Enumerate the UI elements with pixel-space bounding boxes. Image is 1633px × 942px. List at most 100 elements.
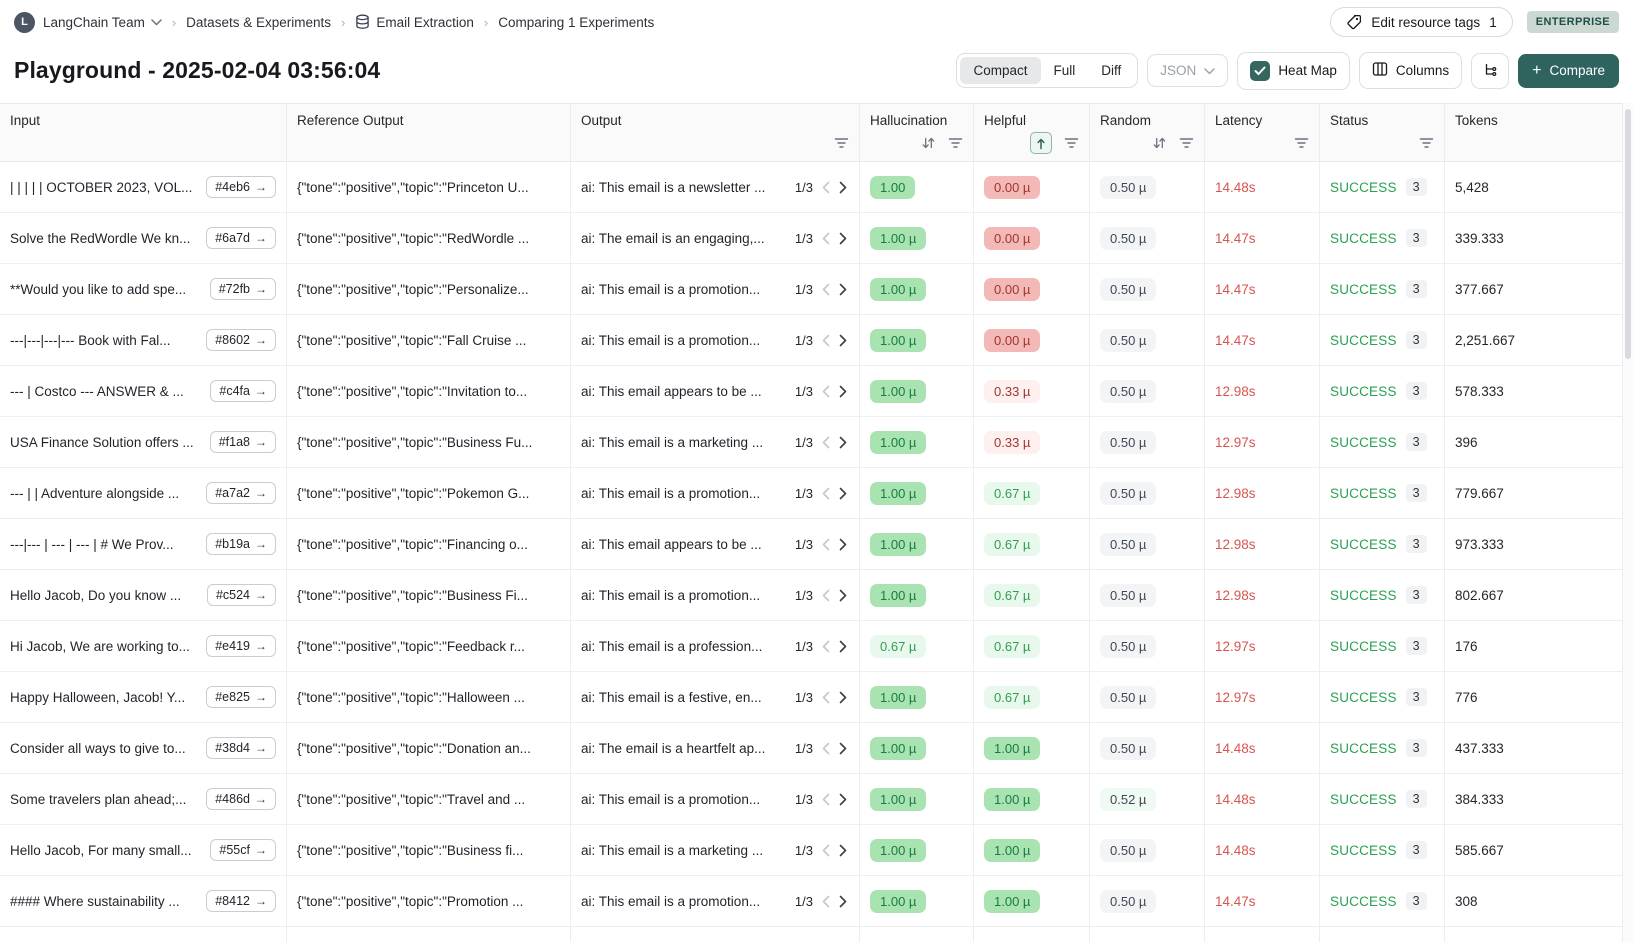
filter-icon[interactable] [1294, 137, 1309, 149]
random-score-pill[interactable]: 0.50 µ [1100, 226, 1157, 250]
compare-button[interactable]: + Compare [1518, 53, 1619, 88]
table-row[interactable]: Hi Jacob, We are working to... #e419 → {"to… [0, 621, 1622, 672]
pager-next-button[interactable] [839, 538, 847, 551]
example-id-link[interactable]: #486d → [206, 788, 276, 810]
example-id-link[interactable]: #a7a2 → [206, 482, 276, 504]
example-id-link[interactable]: #8602 → [206, 329, 276, 351]
hallucination-score-pill[interactable]: 1.00 µ [870, 379, 927, 403]
pager-next-button[interactable] [839, 385, 847, 398]
pager-prev-button[interactable] [822, 487, 830, 500]
helpful-score-pill[interactable]: 1.00 µ [984, 889, 1041, 913]
pager-prev-button[interactable] [822, 181, 830, 194]
helpful-score-pill[interactable]: 0.00 µ [984, 277, 1041, 301]
hallucination-score-pill[interactable]: 1.00 µ [870, 226, 927, 250]
example-id-link[interactable]: #c524 → [206, 584, 276, 606]
hallucination-score-pill[interactable]: 1.00 µ [870, 889, 927, 913]
team-avatar[interactable]: L [14, 11, 35, 33]
pager-prev-button[interactable] [822, 742, 830, 755]
random-score-pill[interactable]: 0.50 µ [1100, 532, 1157, 556]
hallucination-score-pill[interactable]: 1.00 µ [870, 277, 927, 301]
table-row[interactable]: Hello Jacob, Do you know ... #c524 → {"tone… [0, 570, 1622, 621]
filter-icon[interactable] [1419, 137, 1434, 149]
table-row[interactable]: --- | | Adventure alongside ... #a7a2 → {"t… [0, 468, 1622, 519]
filter-icon[interactable] [1179, 137, 1194, 149]
table-row[interactable]: #### Where sustainability ... #8412 → {"ton… [0, 876, 1622, 927]
columns-button[interactable]: Columns [1358, 52, 1463, 89]
helpful-score-pill[interactable]: 1.00 µ [984, 838, 1041, 862]
hallucination-score-pill[interactable]: 1.00 µ [870, 736, 927, 760]
random-score-pill[interactable]: 0.50 µ [1100, 328, 1157, 352]
random-score-pill[interactable]: 0.50 µ [1100, 685, 1157, 709]
table-row[interactable]: **Would you like to add spe... #72fb → {"to… [0, 264, 1622, 315]
edit-resource-tags-button[interactable]: Edit resource tags 1 [1330, 7, 1513, 37]
table-row[interactable]: Happy Halloween, Jacob! Y... #e825 → {"tone… [0, 672, 1622, 723]
helpful-score-pill[interactable]: 0.33 µ [984, 430, 1041, 454]
pager-next-button[interactable] [839, 742, 847, 755]
view-mode-full-button[interactable]: Full [1041, 57, 1089, 84]
example-id-link[interactable]: #f1a8 → [209, 431, 276, 453]
pager-next-button[interactable] [839, 844, 847, 857]
helpful-score-pill[interactable]: 0.67 µ [984, 634, 1041, 658]
pager-prev-button[interactable] [822, 436, 830, 449]
helpful-score-pill[interactable]: 0.67 µ [984, 685, 1041, 709]
random-score-pill[interactable]: 0.50 µ [1100, 634, 1157, 658]
table-row[interactable]: --- | Costco --- ANSWER & ... #c4fa → {"ton… [0, 366, 1622, 417]
pager-next-button[interactable] [839, 691, 847, 704]
hallucination-score-pill[interactable]: 0.67 µ [870, 634, 927, 658]
pager-prev-button[interactable] [822, 589, 830, 602]
example-id-link[interactable]: #8412 → [206, 890, 276, 912]
pager-next-button[interactable] [839, 895, 847, 908]
pager-prev-button[interactable] [822, 538, 830, 551]
breadcrumb-team-switcher[interactable]: LangChain Team [43, 15, 162, 30]
pager-next-button[interactable] [839, 793, 847, 806]
sort-ascending-active-icon[interactable] [1030, 132, 1052, 154]
helpful-score-pill[interactable]: 0.67 µ [984, 532, 1041, 556]
table-row[interactable]: USA Finance Solution offers ... #f1a8 → {"t… [0, 417, 1622, 468]
pager-prev-button[interactable] [822, 385, 830, 398]
filter-icon[interactable] [834, 137, 849, 149]
sort-icon[interactable] [921, 136, 936, 150]
tree-view-button[interactable] [1471, 52, 1510, 89]
table-row[interactable]: ---|--- | --- | --- | # We Prov... #b19a →… [0, 519, 1622, 570]
hallucination-score-pill[interactable]: 1.00 µ [870, 583, 927, 607]
pager-prev-button[interactable] [822, 334, 830, 347]
random-score-pill[interactable]: 0.50 µ [1100, 481, 1157, 505]
example-id-link[interactable]: #55cf → [210, 839, 276, 861]
heat-map-toggle[interactable]: Heat Map [1237, 51, 1350, 90]
example-id-link[interactable]: #e825 → [206, 686, 276, 708]
random-score-pill[interactable]: 0.50 µ [1100, 175, 1157, 199]
pager-next-button[interactable] [839, 487, 847, 500]
pager-next-button[interactable] [839, 232, 847, 245]
table-row[interactable]: Hello Jacob, For many small... #55cf → {"to… [0, 825, 1622, 876]
filter-icon[interactable] [1064, 137, 1079, 149]
pager-prev-button[interactable] [822, 895, 830, 908]
example-id-link[interactable]: #e419 → [206, 635, 276, 657]
helpful-score-pill[interactable]: 0.00 µ [984, 328, 1041, 352]
pager-prev-button[interactable] [822, 640, 830, 653]
table-row[interactable]: ---|---|---|--- Book with Fal... #8602 → {"… [0, 315, 1622, 366]
table-row[interactable]: Consider all ways to give to... #38d4 → {"t… [0, 723, 1622, 774]
hallucination-score-pill[interactable]: 1.00 [870, 175, 916, 199]
random-score-pill[interactable]: 0.50 µ [1100, 736, 1157, 760]
example-id-link[interactable]: #6a7d → [206, 227, 276, 249]
scrollbar-thumb[interactable] [1625, 109, 1631, 359]
breadcrumb-item-datasets[interactable]: Datasets & Experiments [186, 14, 331, 30]
example-id-link[interactable]: #72fb → [209, 278, 276, 300]
helpful-score-pill[interactable]: 0.67 µ [984, 481, 1041, 505]
hallucination-score-pill[interactable]: 1.00 µ [870, 787, 927, 811]
random-score-pill[interactable]: 0.50 µ [1100, 838, 1157, 862]
hallucination-score-pill[interactable]: 1.00 µ [870, 481, 927, 505]
pager-prev-button[interactable] [822, 844, 830, 857]
pager-prev-button[interactable] [822, 691, 830, 704]
filter-icon[interactable] [948, 137, 963, 149]
helpful-score-pill[interactable]: 0.00 µ [984, 226, 1041, 250]
helpful-score-pill[interactable]: 0.00 µ [984, 175, 1041, 199]
helpful-score-pill[interactable]: 1.00 µ [984, 736, 1041, 760]
sort-icon[interactable] [1152, 136, 1167, 150]
pager-next-button[interactable] [839, 283, 847, 296]
view-mode-diff-button[interactable]: Diff [1088, 57, 1134, 84]
vertical-scrollbar[interactable] [1622, 103, 1633, 942]
pager-next-button[interactable] [839, 181, 847, 194]
helpful-score-pill[interactable]: 0.67 µ [984, 583, 1041, 607]
pager-next-button[interactable] [839, 589, 847, 602]
